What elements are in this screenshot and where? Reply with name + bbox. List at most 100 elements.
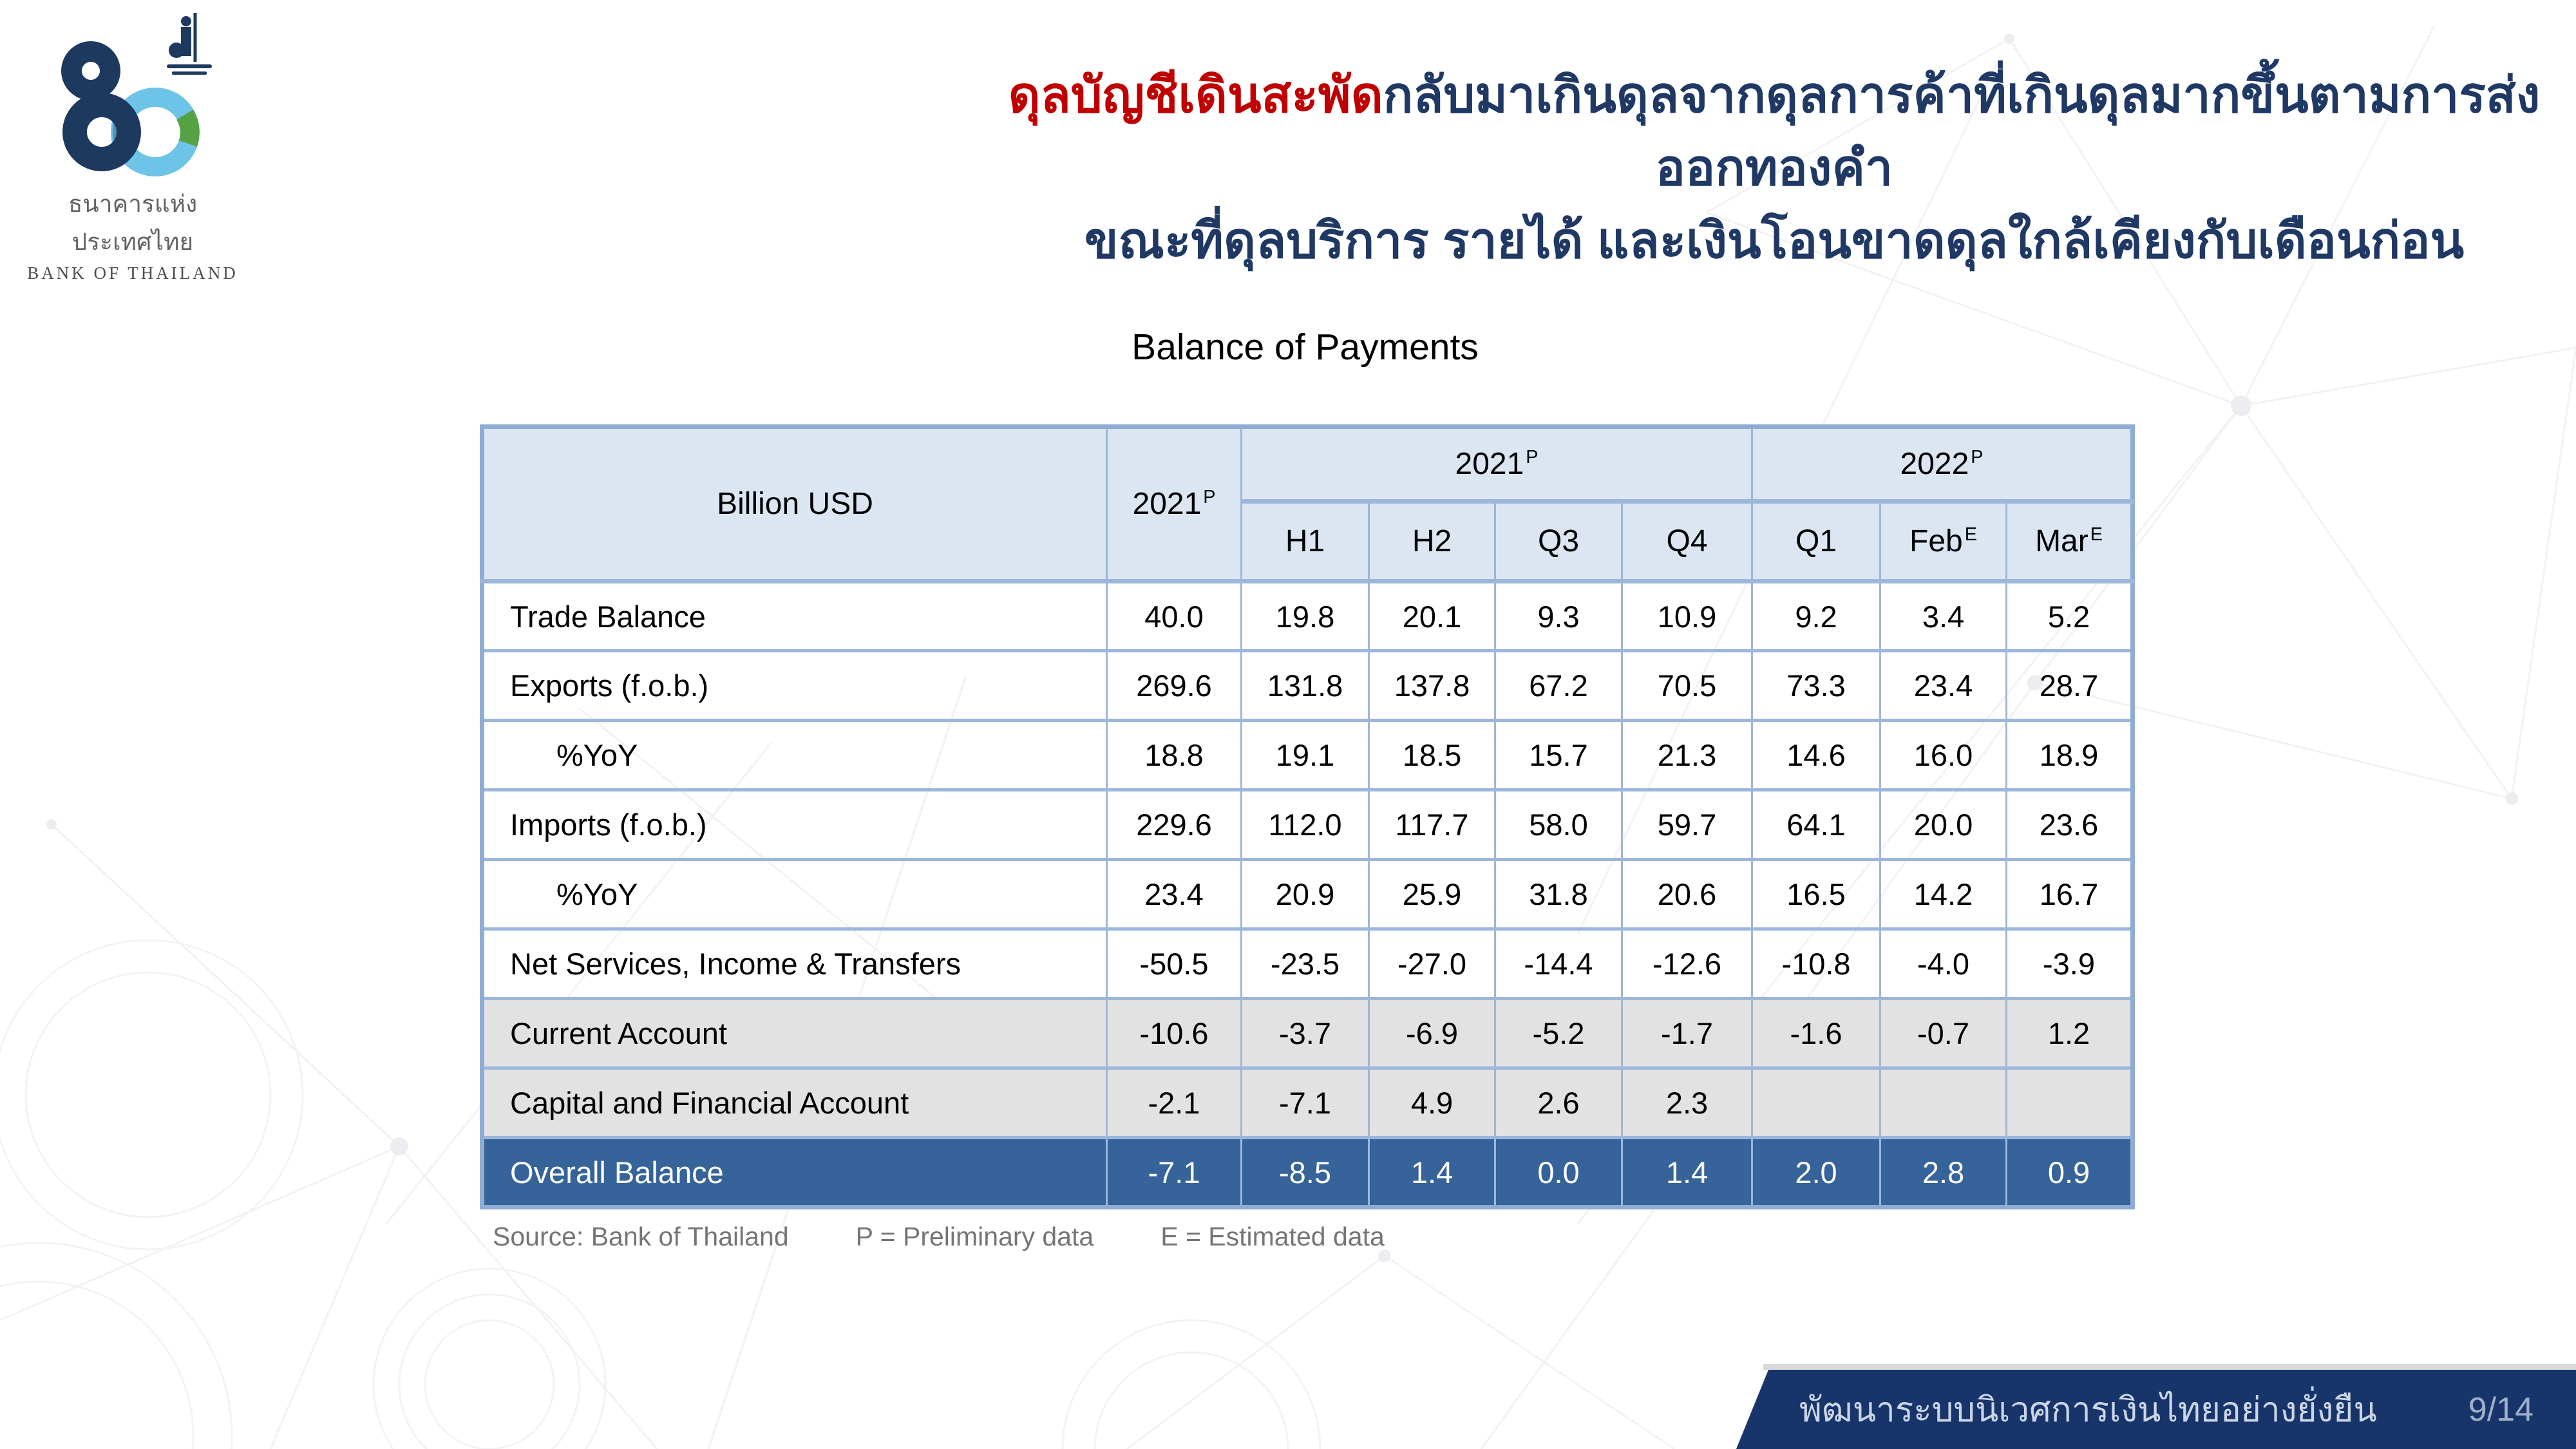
table-row: Net Services, Income & Transfers -50.5 -23…: [481, 927, 2134, 1000]
logo-eight-bottom-loop: [62, 93, 141, 171]
table-row: %YoY 23.4 20.9 25.9 31.8 20.6 16.5 14.2 16.7: [481, 858, 2134, 931]
value-cell: 2.0: [1751, 1136, 1881, 1209]
headline-line2: ขณะที่ดุลบริการ รายได้ และเงินโอนขาดดุลใ…: [1084, 213, 2465, 269]
row-label: Imports (f.o.b.): [481, 788, 1108, 861]
footer-tagline: พัฒนาระบบนิเวศการเงินไทยอย่างยั่งยืน: [1799, 1390, 2377, 1429]
value-cell: 0.9: [2005, 1136, 2134, 1209]
period-header: H2: [1368, 500, 1496, 583]
value-cell: -2.1: [1106, 1066, 1242, 1139]
value-cell: 9.3: [1494, 580, 1623, 652]
value-cell: 0.0: [1494, 1136, 1623, 1209]
row-label: %YoY: [481, 858, 1108, 931]
value-cell: -10.8: [1751, 927, 1881, 1000]
superscript: P: [1971, 447, 1984, 468]
period-header: Q1: [1751, 500, 1881, 583]
value-cell: -7.1: [1240, 1066, 1370, 1139]
nodata-cell: [2005, 1066, 2134, 1139]
value-cell: 14.6: [1751, 719, 1881, 791]
value-cell: 23.4: [1879, 649, 2007, 722]
value-cell: 10.9: [1621, 580, 1753, 652]
slide-headline: ดุลบัญชีเดินสะพัดกลับมาเกินดุลจากดุลการค…: [979, 59, 2570, 278]
row-label: Overall Balance: [481, 1136, 1108, 1209]
value-cell: 1.2: [2005, 997, 2134, 1070]
value-cell: 23.6: [2005, 788, 2134, 861]
row-label: Exports (f.o.b.): [481, 649, 1108, 722]
value-cell: -3.9: [2005, 927, 2134, 1000]
nodata-cell: [1879, 1066, 2007, 1139]
header-sub-row: H1 H2 Q3 Q4 Q1 Feb E Mar E: [482, 500, 2134, 583]
value-cell: 20.9: [1240, 858, 1370, 931]
value-cell: 14.2: [1879, 858, 2007, 931]
preliminary-note: P = Preliminary data: [855, 1222, 1094, 1251]
bop-table: Billion USD 2021 P 2021 P 2022 P H1 H2 Q3 Q4 Q1 Feb E…: [480, 424, 2136, 1209]
value-cell: -23.5: [1240, 927, 1370, 1000]
value-cell: 16.5: [1751, 858, 1881, 931]
table-row: Imports (f.o.b.) 229.6 112.0 117.7 58.0 59.7 6…: [481, 788, 2134, 861]
value-cell: -5.2: [1494, 997, 1623, 1070]
row-label: Trade Balance: [481, 580, 1108, 652]
value-cell: -3.7: [1240, 997, 1370, 1070]
value-cell: 16.7: [2005, 858, 2134, 931]
table-title: Balance of Payments: [1132, 327, 1479, 368]
value-cell: 20.6: [1621, 858, 1753, 931]
table-header: Billion USD 2021 P 2021 P 2022 P H1 H2 Q3 Q4 Q1 Feb E…: [481, 425, 2134, 583]
value-cell: 20.0: [1879, 788, 2007, 861]
value-cell: 15.7: [1494, 719, 1623, 791]
footer-bar: พัฒนาระบบนิเวศการเงินไทยอย่างยั่งยืน 9/1…: [1736, 1370, 2576, 1449]
row-label: Current Account: [481, 997, 1108, 1070]
value-cell: 20.1: [1368, 580, 1496, 652]
period-header: Feb E: [1879, 500, 2007, 583]
logo-thai-name: ธนาคารแห่งประเทศไทย: [68, 191, 198, 255]
value-cell: -12.6: [1621, 927, 1753, 1000]
value-cell: 67.2: [1494, 649, 1623, 722]
value-cell: 137.8: [1368, 649, 1496, 722]
logo-emblem-figure: [167, 13, 212, 75]
value-cell: 19.8: [1240, 580, 1370, 652]
value-cell: 229.6: [1106, 788, 1242, 861]
value-cell: 19.1: [1240, 719, 1370, 791]
value-cell: 112.0: [1240, 788, 1370, 861]
value-cell: -6.9: [1368, 997, 1496, 1070]
value-cell: 2.8: [1879, 1136, 2007, 1209]
value-cell: 131.8: [1240, 649, 1370, 722]
period-header: Q3: [1494, 500, 1623, 583]
value-cell: 2.3: [1621, 1066, 1753, 1139]
table-row: Capital and Financial Account -2.1 -7.1 4.9…: [481, 1066, 2134, 1139]
value-cell: -7.1: [1106, 1136, 1242, 1209]
value-cell: 21.3: [1621, 719, 1753, 791]
table-body: Trade Balance 40.0 19.8 20.1 9.3 10.9 9.2 3.4 5.…: [481, 580, 2134, 1209]
footer-top-strip: [1763, 1364, 2576, 1370]
table-row: Exports (f.o.b.) 269.6 131.8 137.8 67.2 70.5 7…: [481, 649, 2134, 722]
value-cell: 25.9: [1368, 858, 1496, 931]
value-cell: 58.0: [1494, 788, 1623, 861]
headline-highlight: ดุลบัญชีเดินสะพัด: [1008, 68, 1383, 123]
logo-english-name: BANK OF THAILAND: [27, 263, 238, 283]
period-header: Mar E: [2005, 500, 2134, 583]
value-cell: 31.8: [1494, 858, 1623, 931]
year-group-header: 2021 P: [1240, 425, 1753, 504]
value-cell: 269.6: [1106, 649, 1242, 722]
value-cell: 59.7: [1621, 788, 1753, 861]
bank-of-thailand-logo: ธนาคารแห่งประเทศไทย BANK OF THAILAND: [23, 12, 242, 283]
bot-80-anniversary-mark: [61, 13, 212, 176]
table-row: Trade Balance 40.0 19.8 20.1 9.3 10.9 9.2 3.4 5.…: [481, 580, 2134, 652]
value-cell: 117.7: [1368, 788, 1496, 861]
superscript: P: [1203, 487, 1216, 507]
corner-header: Billion USD: [481, 425, 1108, 583]
value-cell: 16.0: [1879, 719, 2007, 791]
value-cell: 23.4: [1106, 858, 1242, 931]
nodata-cell: [1751, 1066, 1881, 1139]
value-cell: 3.4: [1879, 580, 2007, 652]
value-cell: 73.3: [1751, 649, 1881, 722]
estimated-note: E = Estimated data: [1160, 1222, 1385, 1251]
value-cell: 2.6: [1494, 1066, 1623, 1139]
table-row: Overall Balance -7.1 -8.5 1.4 0.0 1.4 2.0 2.8 0.…: [481, 1136, 2134, 1209]
table-row: %YoY 18.8 19.1 18.5 15.7 21.3 14.6 16.0 18.9: [481, 719, 2134, 791]
value-cell: 40.0: [1106, 580, 1242, 652]
period-header: Q4: [1621, 500, 1753, 583]
logo-eight-top-loop: [61, 41, 120, 100]
value-cell: 64.1: [1751, 788, 1881, 861]
value-cell: -8.5: [1240, 1136, 1370, 1209]
source-note: Source: Bank of Thailand P = Preliminary…: [493, 1222, 1385, 1252]
